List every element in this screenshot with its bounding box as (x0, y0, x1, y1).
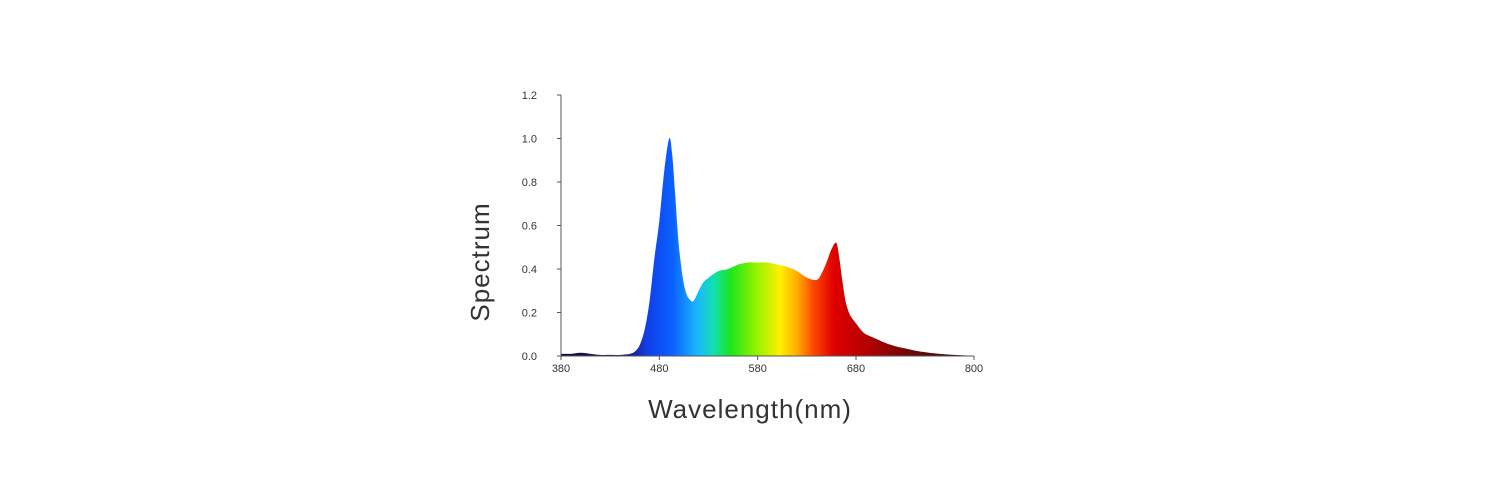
x-tick-label: 380 (552, 363, 570, 375)
y-tick-label: 0.6 (522, 221, 537, 233)
y-tick-label: 1.2 (522, 90, 537, 102)
y-axis-title: Spectrum (465, 202, 495, 321)
x-tick-label: 800 (965, 363, 983, 375)
x-tick-label: 680 (847, 363, 865, 375)
x-tick-label: 480 (650, 363, 668, 375)
y-tick-label: 0.8 (522, 177, 537, 189)
x-axis-title: Wavelength(nm) (648, 394, 852, 424)
spectrum-area (561, 137, 974, 356)
y-tick-label: 1.0 (522, 134, 537, 146)
y-tick-label: 0.2 (522, 308, 537, 320)
y-tick-label: 0.4 (522, 264, 537, 276)
x-tick-label: 580 (748, 363, 766, 375)
y-tick-label: 0.0 (522, 351, 537, 363)
